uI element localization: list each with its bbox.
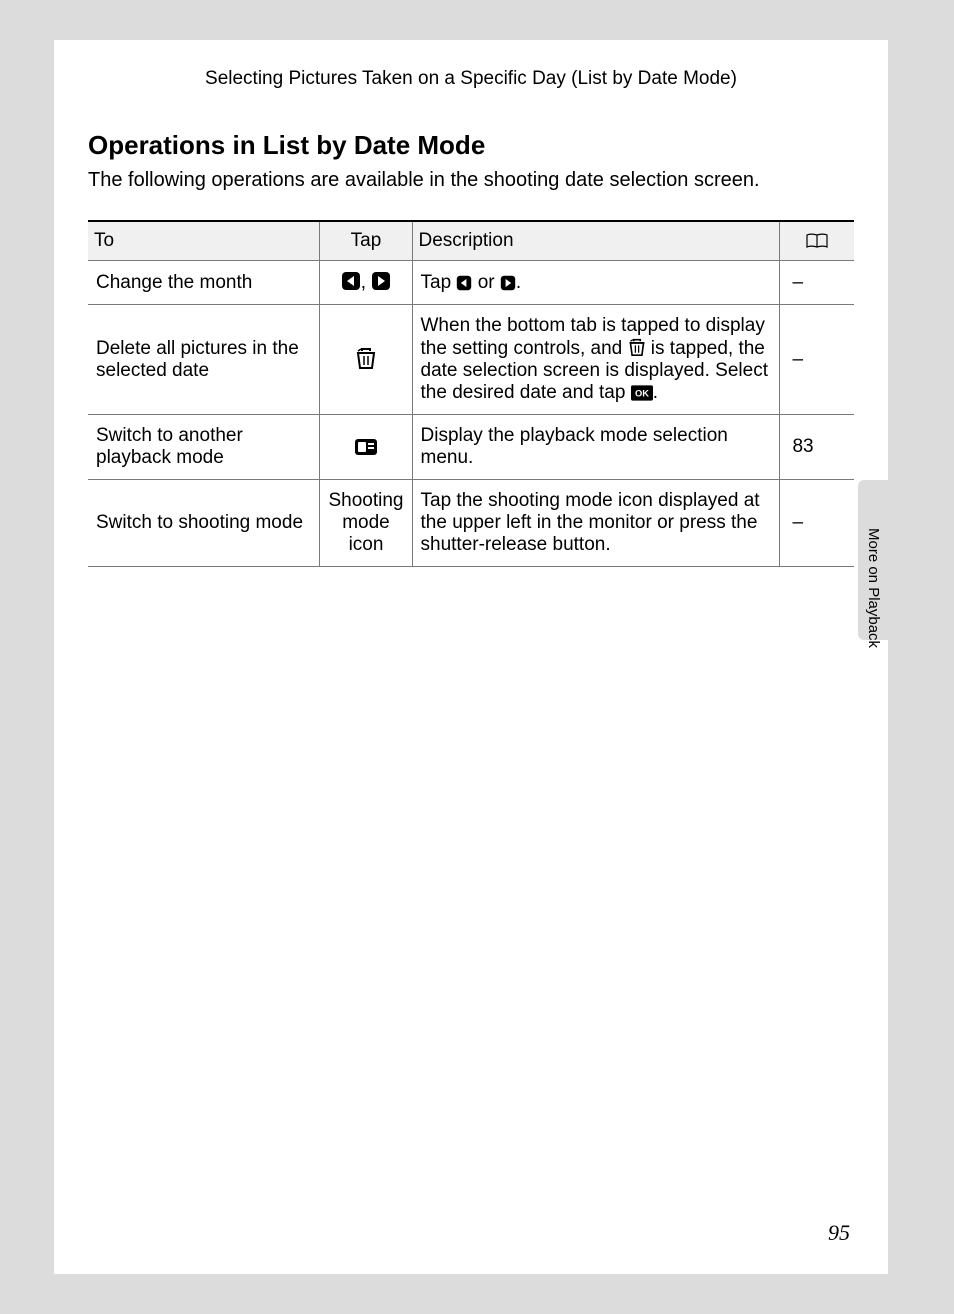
- cell-to: Switch to shooting mode: [88, 480, 320, 567]
- cell-to: Change the month: [88, 261, 320, 305]
- right-arrow-icon: [500, 275, 516, 291]
- col-header-ref: [780, 221, 854, 261]
- cell-tap: [320, 305, 412, 415]
- cell-tap: [320, 415, 412, 480]
- cell-tap: Shooting mode icon: [320, 480, 412, 567]
- operations-table: To Tap Description Change the month, Tap…: [88, 220, 854, 567]
- cell-description: Tap or .: [412, 261, 780, 305]
- right-arrow-icon: [371, 271, 391, 291]
- cell-reference: –: [780, 480, 854, 567]
- left-arrow-icon: [341, 271, 361, 291]
- section-side-label: More on Playback: [865, 528, 882, 648]
- cell-description: Display the playback mode selection menu…: [412, 415, 780, 480]
- section-intro: The following operations are available i…: [88, 169, 854, 192]
- table-row: Switch to shooting modeShooting mode ico…: [88, 480, 854, 567]
- col-header-desc: Description: [412, 221, 780, 261]
- page-number: 95: [828, 1220, 850, 1246]
- table-row: Delete all pictures in the selected date…: [88, 305, 854, 415]
- col-header-to: To: [88, 221, 320, 261]
- playback-mode-icon: [354, 436, 378, 456]
- col-header-tap: Tap: [320, 221, 412, 261]
- page-content: Operations in List by Date Mode The foll…: [54, 130, 888, 567]
- cell-to: Delete all pictures in the selected date: [88, 305, 320, 415]
- manual-page: Selecting Pictures Taken on a Specific D…: [54, 40, 888, 1274]
- ok-icon: OK: [631, 385, 653, 401]
- book-icon: [806, 233, 828, 249]
- table-row: Switch to another playback mode Display t…: [88, 415, 854, 480]
- cell-to: Switch to another playback mode: [88, 415, 320, 480]
- cell-description: When the bottom tab is tapped to display…: [412, 305, 780, 415]
- table-header-row: To Tap Description: [88, 221, 854, 261]
- svg-text:OK: OK: [635, 388, 649, 398]
- table-row: Change the month, Tap or .–: [88, 261, 854, 305]
- cell-reference: –: [780, 261, 854, 305]
- separator: ,: [361, 272, 372, 293]
- cell-reference: 83: [780, 415, 854, 480]
- trash-icon: [355, 346, 377, 370]
- section-title: Operations in List by Date Mode: [88, 130, 854, 161]
- trash-icon: [628, 337, 646, 357]
- page-header-context: Selecting Pictures Taken on a Specific D…: [54, 40, 888, 130]
- cell-description: Tap the shooting mode icon displayed at …: [412, 480, 780, 567]
- left-arrow-icon: [456, 275, 472, 291]
- cell-tap: ,: [320, 261, 412, 305]
- cell-reference: –: [780, 305, 854, 415]
